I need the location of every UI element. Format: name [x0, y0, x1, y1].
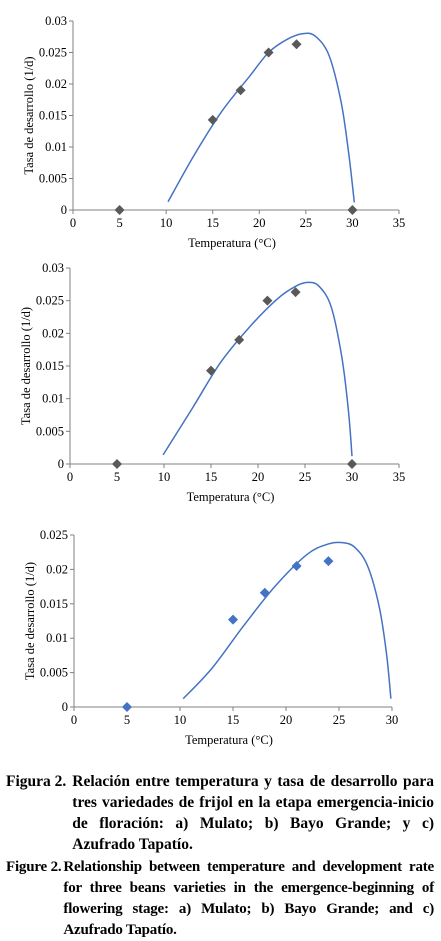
x-tick-label: 25 — [299, 470, 312, 484]
y-tick-label: 0.005 — [36, 424, 64, 438]
y-tick-label: 0.025 — [36, 294, 64, 308]
data-point — [235, 85, 246, 96]
data-point — [234, 334, 245, 345]
data-point — [323, 556, 334, 567]
y-tick-label: 0.01 — [42, 392, 64, 406]
x-tick-label: 25 — [300, 216, 313, 230]
x-tick-label: 20 — [253, 216, 266, 230]
data-point — [347, 205, 358, 215]
y-tick-label: 0.005 — [39, 172, 67, 186]
x-tick-label: 15 — [205, 470, 218, 484]
x-tick-label: 10 — [160, 216, 173, 230]
caption-english-text: Relationship between temperature and dev… — [63, 859, 434, 938]
x-tick-label: 10 — [158, 470, 171, 484]
y-tick-label: 0.01 — [46, 631, 68, 645]
x-tick-label: 30 — [346, 470, 359, 484]
y-tick-label: 0.005 — [40, 666, 68, 680]
data-point — [347, 459, 357, 469]
y-tick-label: 0.03 — [42, 261, 64, 275]
x-tick-label: 10 — [174, 713, 187, 727]
x-tick-label: 0 — [71, 713, 77, 727]
caption-english: Figure 2. Relationship between temperatu… — [6, 857, 434, 941]
x-tick-label: 35 — [393, 216, 406, 230]
data-point — [291, 39, 302, 50]
x-tick-label: 35 — [393, 470, 406, 484]
x-tick-label: 20 — [280, 713, 293, 727]
y-tick-label: 0.025 — [39, 46, 67, 60]
x-tick-label: 30 — [346, 216, 359, 230]
fitted-curve — [167, 32, 356, 203]
chart-panel-b: 0 0.005 0.01 0.015 0.02 0.025 0.03 0 5 10 15 20 25 30… — [19, 261, 405, 504]
data-point — [228, 614, 238, 625]
y-tick-label: 0.02 — [42, 326, 64, 340]
data-point — [122, 702, 132, 712]
y-tick-label: 0.015 — [39, 109, 67, 123]
chart-panel-a: 0 0.005 0.01 0.015 0.02 0.025 0.03 0 5 10 15 20 25 30… — [22, 14, 405, 250]
fitted-curve — [182, 541, 392, 700]
x-tick-label: 5 — [124, 713, 130, 727]
x-tick-label: 5 — [116, 216, 122, 230]
caption-english-label: Figure 2. — [6, 859, 62, 875]
caption-spanish-text: Relación entre temperatura y tasa de des… — [72, 773, 434, 853]
x-tick-label: 0 — [67, 470, 73, 484]
y-tick-label: 0 — [58, 457, 64, 471]
data-point — [259, 587, 270, 598]
y-tick-label: 0.02 — [45, 77, 67, 91]
y-tick-label: 0.015 — [36, 359, 64, 373]
x-tick-label: 0 — [70, 216, 76, 230]
y-tick-label: 0.015 — [40, 597, 68, 611]
data-point — [114, 205, 125, 215]
x-axis-title: Temperatura (°C) — [185, 733, 273, 747]
x-tick-label: 25 — [333, 713, 346, 727]
x-tick-label: 5 — [114, 470, 120, 484]
y-axis-title: Tasa de desarrollo (1/d) — [19, 307, 33, 425]
x-tick-label: 30 — [386, 713, 399, 727]
caption-spanish-label: Figura 2. — [6, 773, 67, 790]
x-tick-label: 20 — [252, 470, 265, 484]
chart-panel-c: 0 0.005 0.01 0.015 0.02 0.025 0 5 10 15 20 25 30 Temp… — [23, 528, 398, 747]
data-point — [262, 295, 273, 306]
caption-spanish: Figura 2. Relación entre temperatura y t… — [6, 771, 434, 855]
fitted-curve — [162, 281, 353, 457]
y-axis-title: Tasa de desarrollo (1/d) — [22, 56, 36, 174]
data-point — [206, 365, 216, 376]
figure-captions: Figura 2. Relación entre temperatura y t… — [6, 771, 434, 941]
data-point — [263, 47, 274, 58]
data-point — [207, 114, 218, 125]
y-tick-label: 0.03 — [45, 14, 67, 28]
y-tick-label: 0 — [62, 700, 68, 714]
y-tick-label: 0.025 — [40, 528, 68, 542]
y-axis-title: Tasa de desarrollo (1/d) — [23, 562, 37, 680]
x-tick-label: 15 — [206, 216, 219, 230]
y-tick-label: 0 — [61, 203, 67, 217]
x-axis-title: Temperatura (°C) — [188, 236, 276, 250]
x-tick-label: 15 — [227, 713, 240, 727]
data-point — [290, 287, 301, 298]
x-axis-title: Temperatura (°C) — [187, 490, 275, 504]
data-point — [291, 560, 302, 571]
y-tick-label: 0.01 — [45, 140, 67, 154]
data-point — [112, 459, 122, 469]
y-tick-label: 0.02 — [46, 562, 68, 576]
